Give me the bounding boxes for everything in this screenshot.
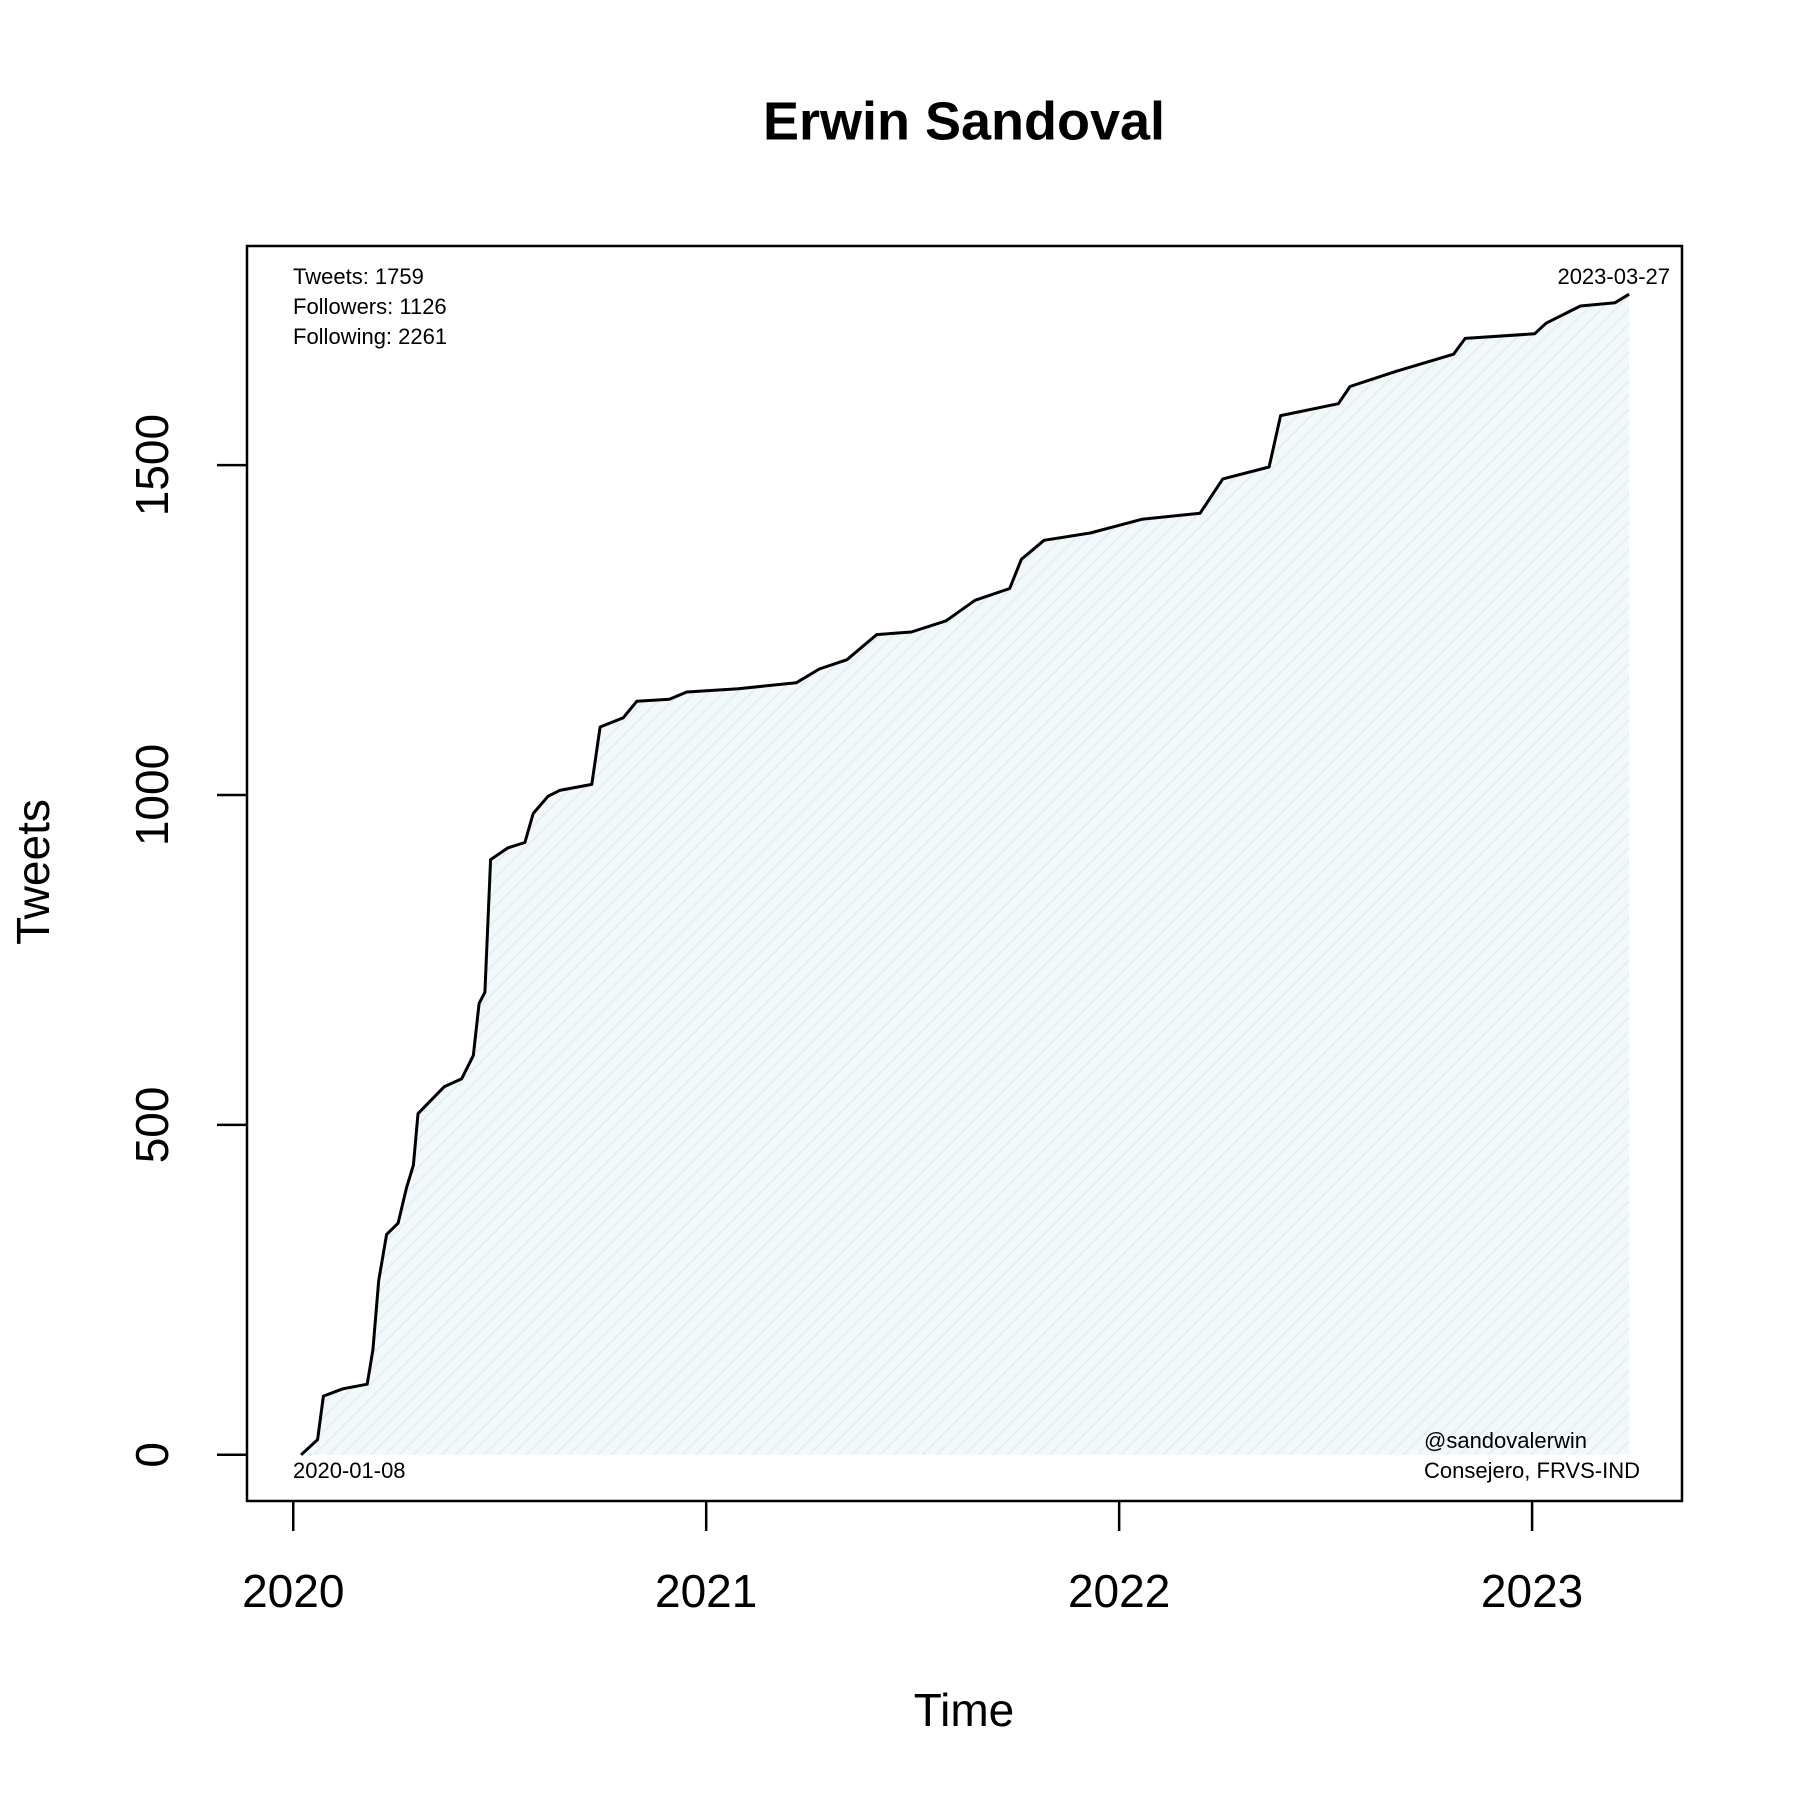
x-tick-label: 2020 xyxy=(242,1565,344,1617)
x-axis-label: Time xyxy=(914,1684,1015,1736)
x-tick-label: 2023 xyxy=(1481,1565,1583,1617)
annotation: Following: 2261 xyxy=(293,324,447,349)
plot-area xyxy=(300,292,1630,1456)
chart-title: Erwin Sandoval xyxy=(763,91,1165,151)
x-tick-label: 2022 xyxy=(1068,1565,1170,1617)
x-tick-label: 2021 xyxy=(655,1565,757,1617)
y-tick-label: 0 xyxy=(126,1442,178,1468)
line xyxy=(300,292,1630,1456)
y-axis-label: Tweets xyxy=(7,799,59,945)
y-tick-label: 1000 xyxy=(126,744,178,846)
annotation: Followers: 1126 xyxy=(293,294,447,319)
annotation: Tweets: 1759 xyxy=(293,264,424,289)
annotation: 2020-01-08 xyxy=(293,1458,406,1483)
y-tick-label: 500 xyxy=(126,1087,178,1164)
annotation: Consejero, FRVS-IND xyxy=(1424,1458,1640,1483)
annotation: @sandovalerwin xyxy=(1424,1428,1587,1453)
annotation: 2023-03-27 xyxy=(1557,264,1670,289)
area xyxy=(301,294,1630,1455)
y-tick-label: 1500 xyxy=(126,414,178,516)
plot-frame xyxy=(245,244,1684,1503)
